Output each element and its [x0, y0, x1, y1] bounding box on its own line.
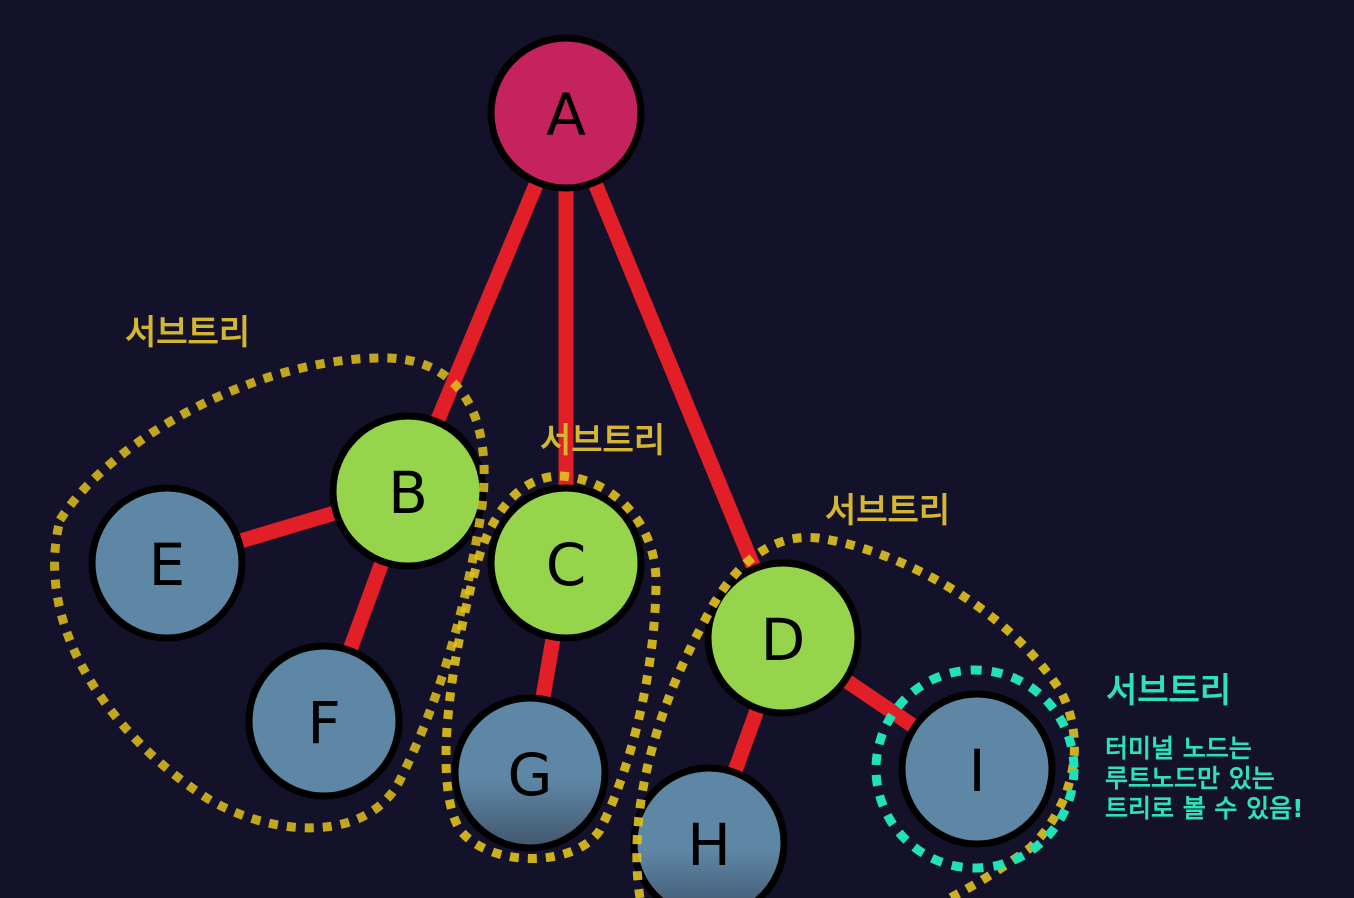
node-e-label: E [149, 531, 186, 599]
node-d: D [704, 559, 862, 717]
node-d-label: D [761, 606, 806, 674]
node-a: A [487, 34, 645, 192]
node-h-label: H [687, 811, 731, 879]
node-f-label: F [307, 689, 340, 757]
subtree-b-label: 서브트리 [125, 313, 250, 353]
node-c: C [487, 484, 645, 642]
note-line-1: 터미널 노드는 [1105, 734, 1252, 763]
node-a-label: A [546, 81, 586, 149]
node-d-circle [704, 559, 862, 717]
terminal-node-note: 터미널 노드는 루트노드만 있는 트리로 볼 수 있음! [1105, 734, 1304, 823]
node-i-label: I [968, 737, 985, 805]
node-g: G [451, 694, 609, 852]
subtree-i-label: 서브트리 [1106, 671, 1231, 711]
edge-a-d [559, 110, 790, 641]
node-e-circle [88, 484, 246, 642]
subtree-c-label: 서브트리 [540, 421, 665, 461]
node-e: E [88, 484, 246, 642]
node-b-label: B [388, 459, 428, 527]
node-h: H [630, 764, 788, 898]
node-g-label: G [508, 741, 553, 809]
node-a-circle [487, 34, 645, 192]
node-i: I [898, 690, 1056, 848]
note-line-3: 트리로 볼 수 있음! [1105, 794, 1304, 823]
subtree-i-outline [871, 665, 1079, 873]
node-g-circle [451, 694, 609, 852]
node-b: B [329, 412, 487, 570]
node-c-label: C [546, 531, 587, 599]
node-i-circle [898, 690, 1056, 848]
note-line-2: 루트노드만 있는 [1105, 764, 1275, 793]
nodes: A B C D E F G H I [88, 34, 1056, 898]
node-c-circle [487, 484, 645, 642]
subtree-d-label: 서브트리 [825, 491, 950, 531]
subtree-b-outline [50, 353, 489, 833]
node-f-circle [245, 642, 403, 800]
node-f: F [245, 642, 403, 800]
